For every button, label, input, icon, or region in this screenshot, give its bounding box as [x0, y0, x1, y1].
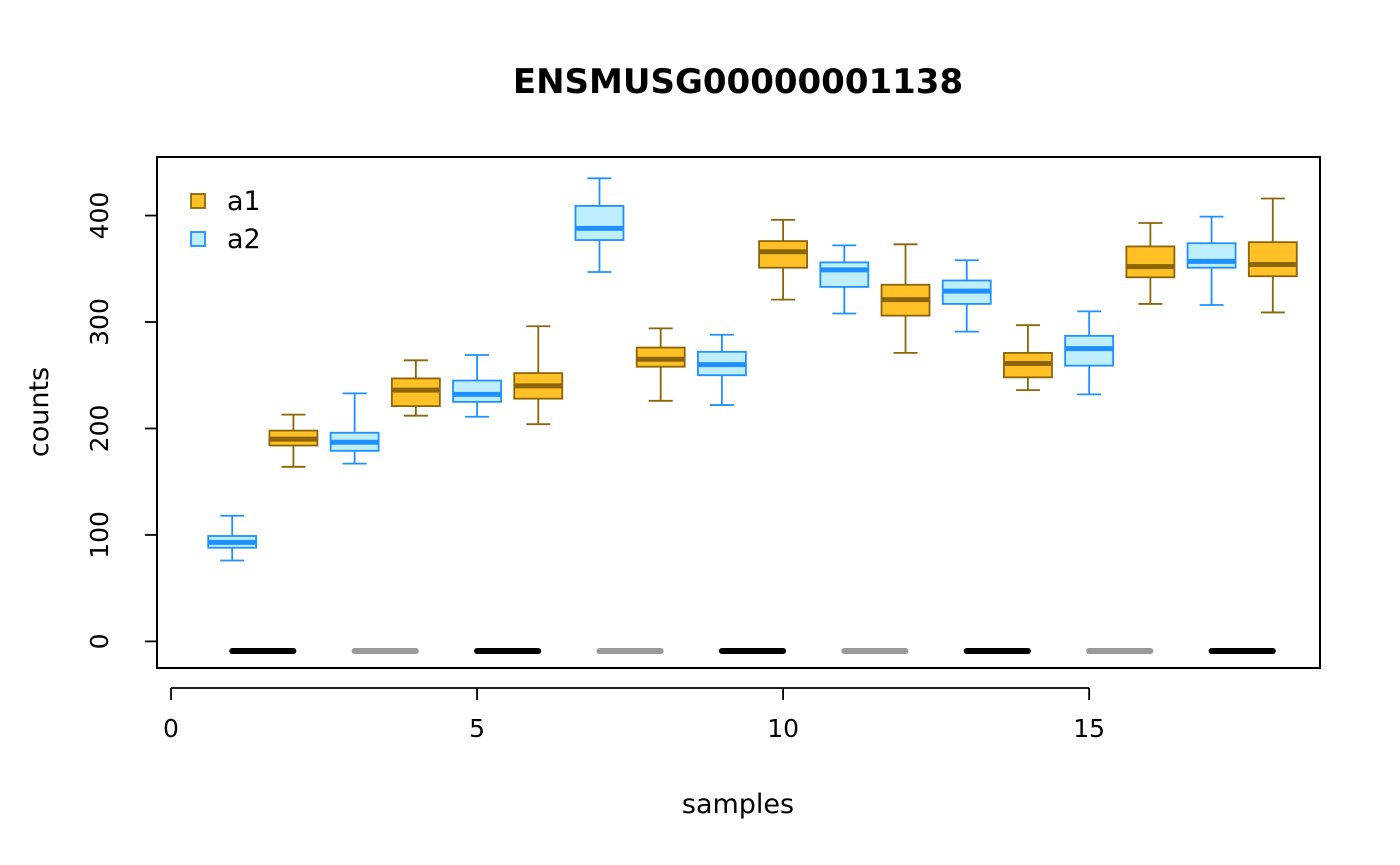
- box-a2: [452, 354, 502, 418]
- box-a1: [1003, 324, 1053, 392]
- x-axis-title: samples: [682, 789, 794, 820]
- box-a1: [1247, 197, 1298, 314]
- box-a2: [941, 259, 992, 333]
- box-a1: [268, 413, 319, 468]
- box-iqr: [758, 240, 809, 269]
- box-a1: [513, 325, 564, 426]
- legend-label-a1: a1: [227, 186, 261, 217]
- plot-frame: [156, 156, 1321, 669]
- x-tick-label: 10: [767, 714, 799, 743]
- y-tick-label: 300: [85, 298, 114, 346]
- box-a2: [574, 177, 625, 273]
- box-iqr: [574, 205, 625, 241]
- chart-marks: [207, 177, 1298, 654]
- box-a1: [1125, 222, 1176, 305]
- box-iqr: [1186, 242, 1237, 269]
- box-a2: [696, 333, 747, 406]
- legend-swatch-a1: [190, 193, 206, 209]
- y-tick-label: 100: [85, 511, 114, 559]
- legend-label-a2: a2: [227, 224, 261, 255]
- x-tick-label: 15: [1073, 714, 1105, 743]
- box-a1: [390, 359, 441, 417]
- box-a2: [207, 514, 258, 562]
- box-iqr: [452, 379, 502, 403]
- chart-axes: 0 100 200 300 400 0 5 10 15: [85, 192, 1105, 743]
- chart-title: ENSMUSG00000001138: [513, 62, 963, 102]
- x-tick-label: 5: [469, 714, 485, 743]
- box-iqr: [1125, 245, 1176, 279]
- box-a2: [329, 392, 380, 465]
- y-axis-title: counts: [24, 367, 55, 457]
- box-a1: [880, 243, 931, 354]
- y-tick-label: 0: [85, 633, 114, 649]
- box-a2: [819, 244, 870, 315]
- box-iqr: [819, 261, 870, 288]
- box-a2: [1064, 310, 1115, 396]
- box-a1: [635, 327, 686, 402]
- box-a1: [758, 218, 809, 301]
- legend-swatch-a2: [190, 231, 206, 247]
- x-tick-label: 0: [163, 714, 179, 743]
- y-tick-label: 200: [85, 405, 114, 453]
- y-tick-label: 400: [85, 192, 114, 240]
- box-iqr: [1247, 241, 1298, 278]
- box-a2: [1186, 215, 1237, 306]
